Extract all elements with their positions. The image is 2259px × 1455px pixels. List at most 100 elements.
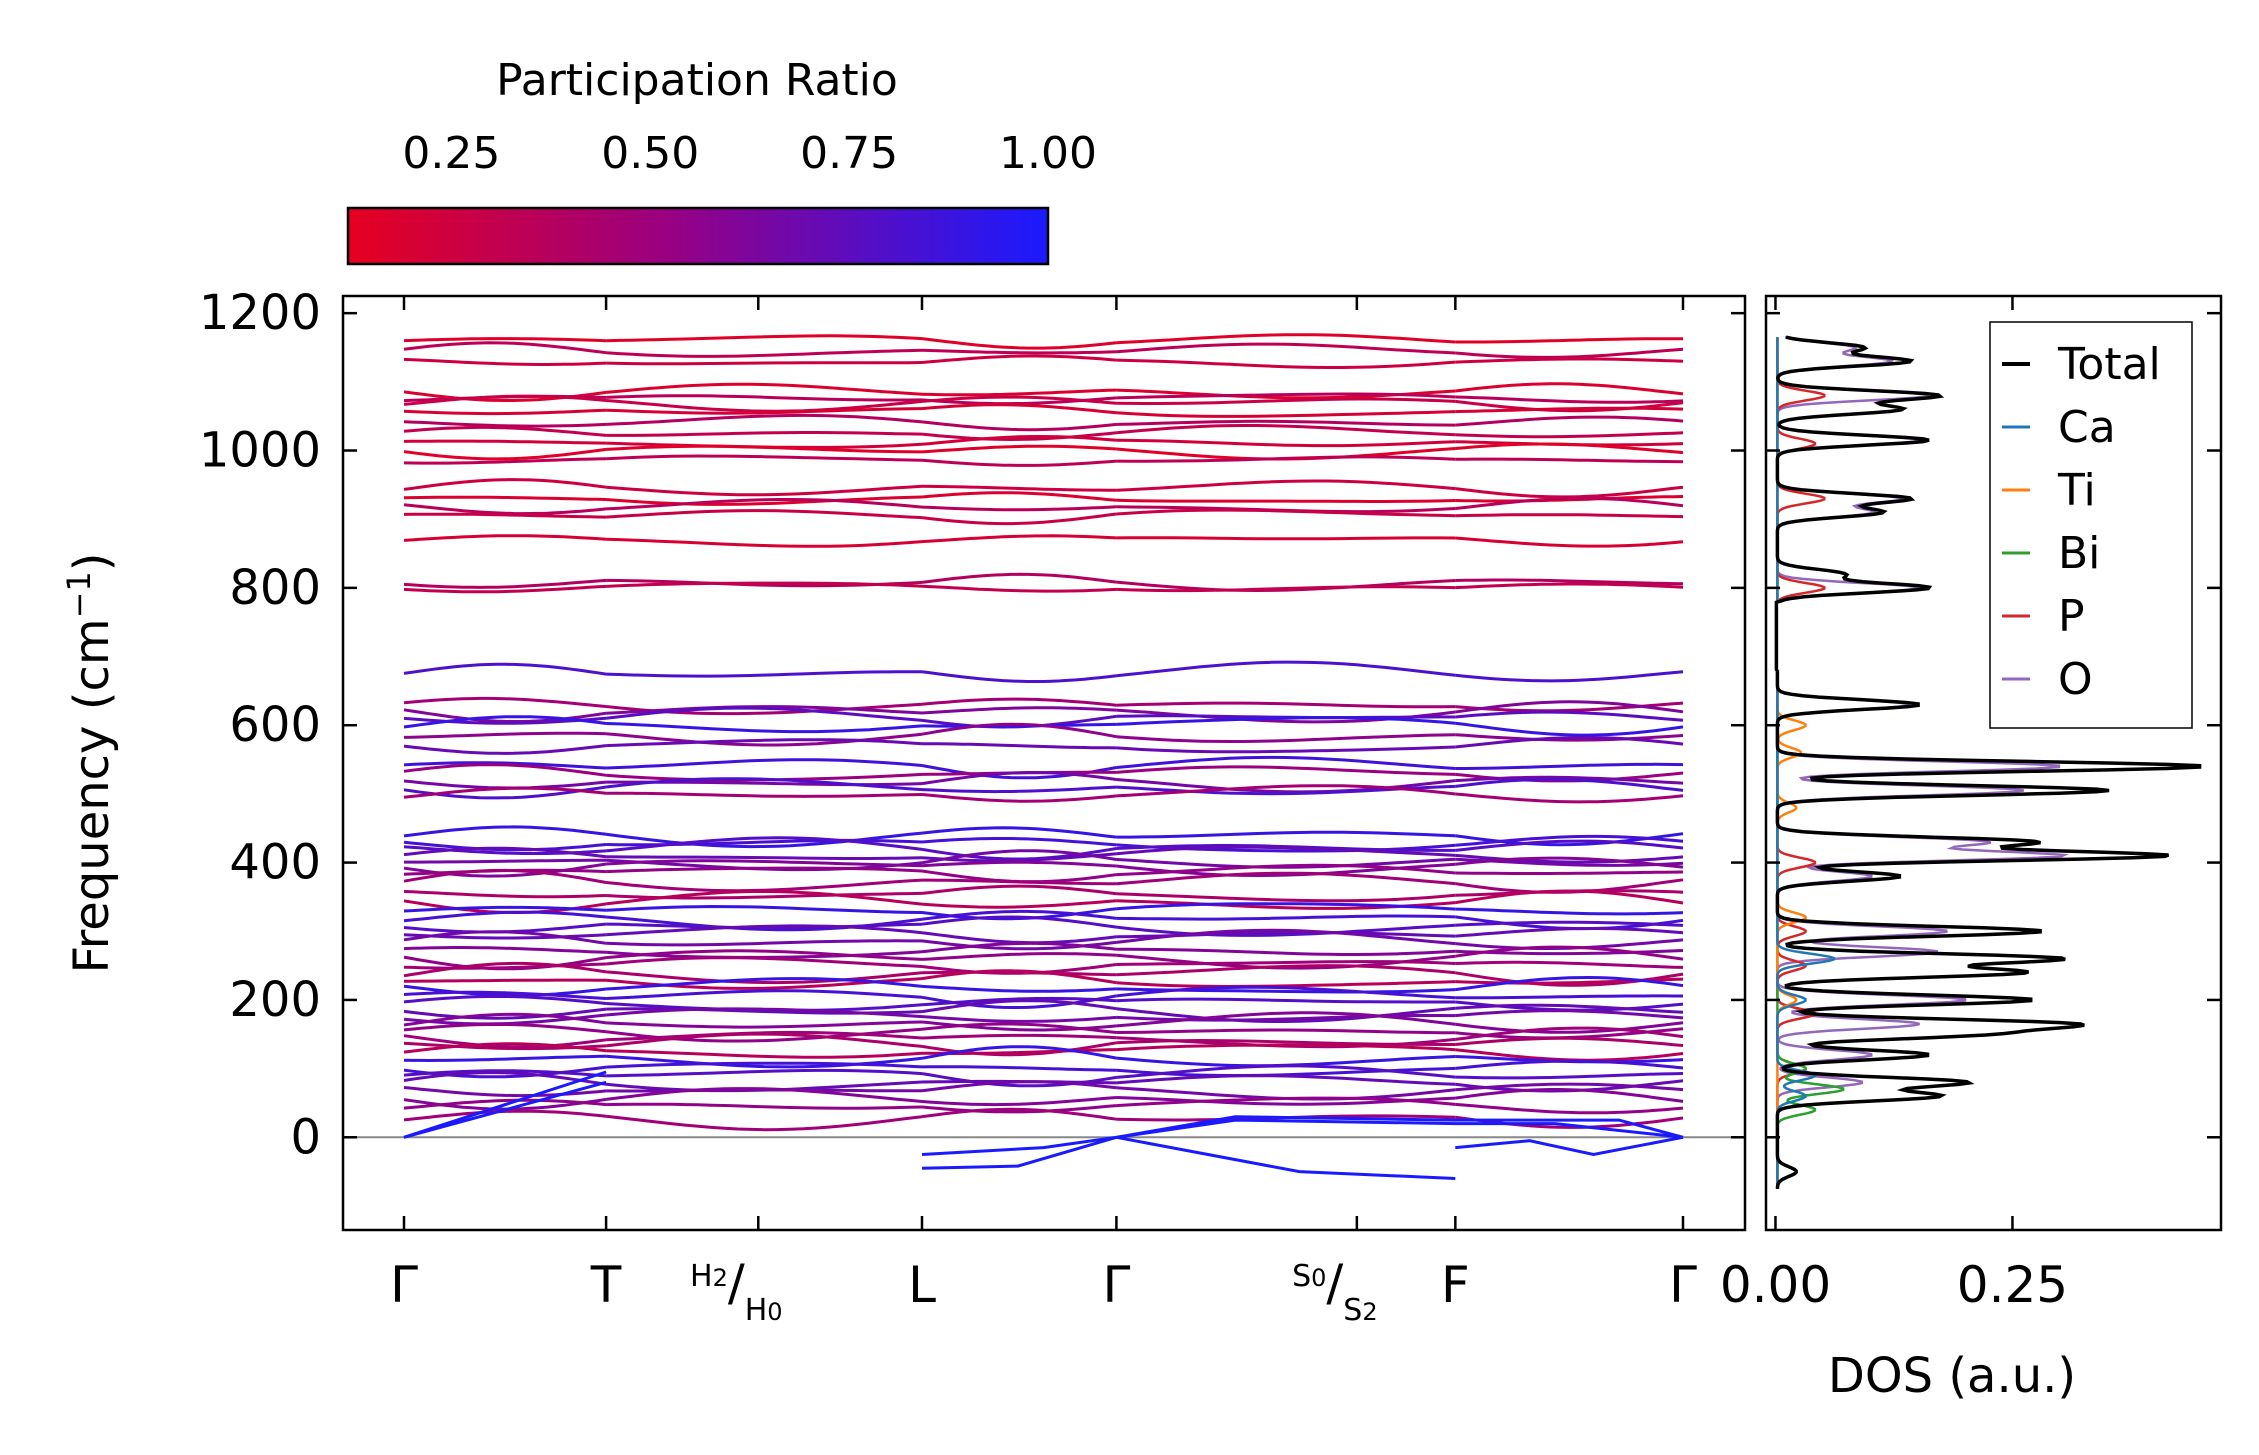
band-line	[1455, 1036, 1684, 1047]
band-line	[1455, 485, 1684, 499]
band-line	[921, 458, 1117, 467]
band-line	[921, 354, 1117, 364]
band-line	[1455, 347, 1684, 359]
band-line	[1116, 508, 1456, 518]
band-line	[404, 858, 607, 864]
band-line	[403, 868, 607, 884]
band-line	[403, 744, 607, 755]
band-line	[921, 970, 1117, 977]
band-line	[1455, 777, 1684, 792]
band-line	[403, 1086, 607, 1098]
band-line	[605, 924, 923, 937]
band-line	[1116, 1064, 1456, 1079]
band-line	[1455, 1021, 1684, 1034]
band-line	[1455, 1059, 1684, 1070]
band-line	[1116, 410, 1456, 418]
y-axis-label: Frequency (cm−1)	[60, 552, 120, 973]
band-line	[1116, 1074, 1456, 1086]
band-line	[921, 435, 1117, 446]
colorbar-bar	[346, 206, 1050, 266]
band-line	[403, 1012, 607, 1027]
band-line	[403, 708, 607, 723]
dos-x-axis-label: DOS (a.u.)	[1828, 1348, 2076, 1404]
band-line	[921, 1065, 1117, 1072]
band-line	[1455, 395, 1684, 404]
band-line	[403, 1022, 607, 1034]
band-line	[403, 763, 607, 777]
band-y-axis: 0 200 400 600 800 1000 1200	[199, 285, 1745, 1165]
band-line	[1455, 337, 1684, 344]
band-line	[921, 706, 1117, 715]
legend-label: Bi	[2058, 528, 2100, 579]
band-line	[1455, 1026, 1684, 1041]
acoustic-branch	[403, 1070, 607, 1139]
band-line	[921, 1033, 1117, 1040]
band-line	[921, 931, 1117, 945]
legend-label: O	[2058, 654, 2093, 705]
band-line	[1116, 536, 1456, 541]
band-line	[1455, 994, 1683, 1000]
band-line	[403, 946, 607, 954]
band-line	[403, 731, 607, 739]
band-line	[1455, 736, 1684, 749]
band-line	[403, 786, 607, 799]
band-line	[1455, 853, 1684, 864]
band-line	[606, 722, 923, 734]
band-line	[606, 444, 923, 454]
band-line	[921, 1022, 1117, 1034]
band-line	[403, 761, 607, 770]
band-line	[1116, 419, 1456, 427]
band-line	[403, 961, 607, 978]
band-line	[1116, 765, 1456, 776]
dos-axes: 0.00 0.25	[1720, 296, 2221, 1314]
band-line	[606, 431, 923, 437]
band-line	[403, 420, 607, 428]
band-line	[921, 1015, 1117, 1023]
band-line	[921, 512, 1117, 526]
band-line	[921, 722, 1117, 728]
band-line	[921, 388, 1117, 397]
dos-legend: Total Ca Ti Bi PO	[1989, 321, 2193, 729]
band-line	[1116, 863, 1456, 877]
band-line	[1116, 1038, 1456, 1046]
band-line	[606, 361, 923, 366]
band-line	[606, 904, 923, 914]
band-line	[1116, 960, 1456, 966]
band-line	[1455, 670, 1684, 683]
band-line	[1116, 579, 1456, 593]
band-line	[1455, 457, 1684, 464]
phonon-bands	[403, 333, 1684, 1180]
band-line	[921, 395, 1117, 405]
band-line	[1116, 928, 1456, 946]
band-line	[403, 425, 607, 437]
band-line	[403, 1071, 607, 1086]
band-line	[921, 670, 1117, 683]
band-line	[921, 884, 1117, 896]
legend-label: Total	[2057, 339, 2161, 390]
band-line	[606, 454, 923, 462]
band-line	[922, 742, 1117, 750]
band-line	[403, 478, 607, 491]
band-line	[922, 878, 1117, 886]
band-line	[921, 996, 1117, 1007]
band-line	[606, 394, 923, 402]
x-tick-label: T	[590, 1256, 622, 1314]
band-line	[1455, 775, 1684, 785]
band-line	[606, 1061, 923, 1069]
band-line	[921, 584, 1117, 593]
legend-label: Ca	[2058, 402, 2116, 453]
band-line	[1455, 927, 1684, 938]
colorbar-tick-label: 1.00	[999, 128, 1097, 179]
band-line	[605, 949, 923, 961]
band-line	[403, 512, 607, 519]
dos-frame	[1764, 294, 2223, 1232]
band-line	[403, 439, 607, 445]
band-line	[1455, 945, 1684, 961]
band-line	[606, 1049, 923, 1059]
band-line	[1455, 856, 1684, 869]
band-line	[921, 771, 1117, 786]
band-x-axis: Γ T H2/H0 L Γ S0/S2 F Γ	[390, 296, 1697, 1328]
band-line	[1116, 498, 1456, 503]
band-line	[403, 962, 607, 970]
band-line	[921, 984, 1117, 993]
